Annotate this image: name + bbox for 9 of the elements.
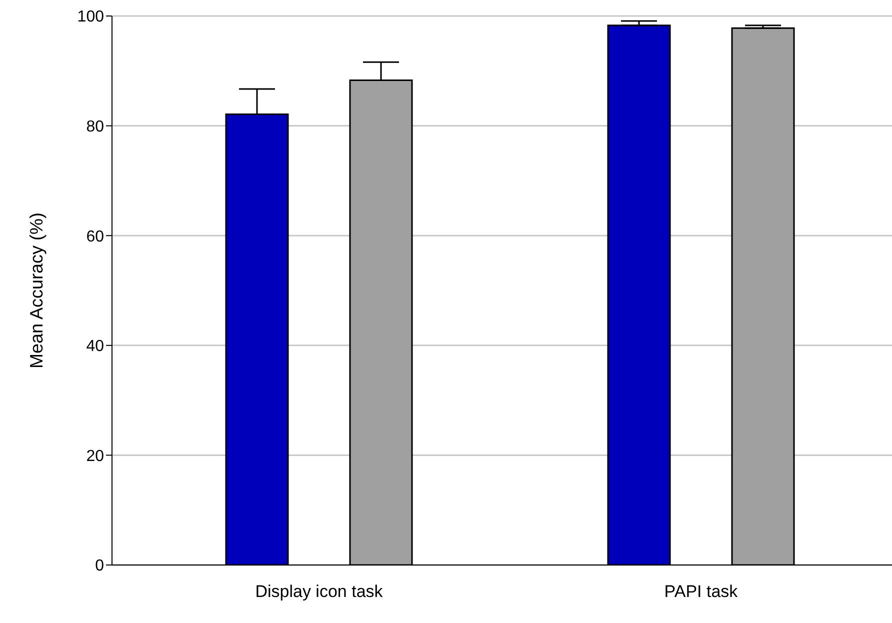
- x-tick-label: Display icon task: [255, 582, 384, 602]
- x-tick-label: PAPI task: [664, 582, 738, 602]
- y-tick-label: 40: [86, 338, 104, 356]
- y-tick-label: 80: [86, 118, 104, 136]
- y-tick-label: 0: [95, 558, 104, 575]
- y-tick-label: 100: [77, 8, 104, 26]
- y-axis-title: Mean Accuracy (%): [26, 212, 46, 369]
- y-tick-label: 20: [86, 448, 104, 465]
- y-tick-label: 60: [86, 228, 104, 246]
